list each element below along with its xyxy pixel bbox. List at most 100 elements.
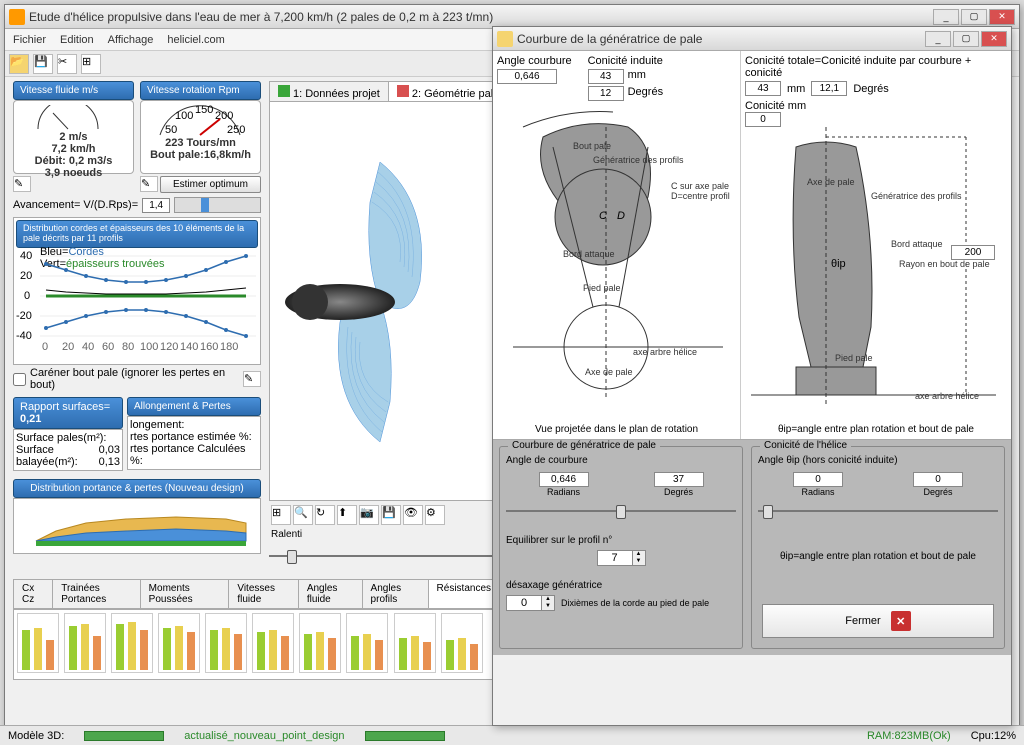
status-design: actualisé_nouveau_point_design xyxy=(184,730,344,742)
dlg-min-button[interactable]: _ xyxy=(925,31,951,47)
vt-7[interactable]: 👁 xyxy=(403,505,423,525)
progress-design xyxy=(365,731,445,741)
gc-title: Courbure de génératrice de pale xyxy=(508,440,660,451)
vt-4[interactable]: ⬆ xyxy=(337,505,357,525)
d2-caption: θip=angle entre plan rotation et bout de… xyxy=(741,424,1011,435)
edit-rot-icon[interactable]: ✎ xyxy=(140,176,158,192)
advance-slider[interactable] xyxy=(174,197,261,213)
gc-desax-u: Dixièmes de la corde au pied de pale xyxy=(561,598,709,608)
vt-5[interactable]: 📷 xyxy=(359,505,379,525)
btab-1[interactable]: Trainées Portances xyxy=(52,579,140,608)
close-label: Fermer xyxy=(845,615,880,627)
fluid-gauge: 2 m/s 7,2 km/h Débit: 0,2 m3/s 3,9 noeud… xyxy=(13,100,134,174)
btab-2[interactable]: Moments Poussées xyxy=(140,579,230,608)
fluid-l2: 7,2 km/h xyxy=(18,143,129,155)
mini-2 xyxy=(111,613,153,673)
mm-u: mm xyxy=(628,69,646,84)
vt-6[interactable]: 💾 xyxy=(381,505,401,525)
d1-pied: Pied pale xyxy=(583,283,621,293)
tab-geometrie[interactable]: 2: Géométrie pale xyxy=(388,81,508,103)
dlg-max-button[interactable]: ▢ xyxy=(953,31,979,47)
save-icon[interactable]: 💾 xyxy=(33,54,53,74)
surf-v2: 0,13 xyxy=(99,456,120,468)
allong-r1: longement: xyxy=(130,419,258,431)
svg-text:0: 0 xyxy=(42,341,48,353)
vt-3[interactable]: ↻ xyxy=(315,505,335,525)
close-x-icon: ✕ xyxy=(891,611,911,631)
optimum-button[interactable]: Estimer optimum xyxy=(160,176,261,193)
gc-deg[interactable]: 37 xyxy=(654,472,704,487)
main-title: Etude d'hélice propulsive dans l'eau de … xyxy=(29,10,933,24)
menu-heliciel[interactable]: heliciel.com xyxy=(167,34,224,46)
btab-4[interactable]: Angles fluide xyxy=(298,579,363,608)
d1-gen: Génératrice des profils xyxy=(593,155,684,165)
menu-affichage[interactable]: Affichage xyxy=(108,34,154,46)
mini-6 xyxy=(299,613,341,673)
chord-title: Distribution cordes et épaisseurs des 10… xyxy=(16,220,258,248)
svg-text:150: 150 xyxy=(195,105,213,116)
rot-gauge: 50100150200250 223 Tours/mn Bout pale:16… xyxy=(140,100,261,174)
angle-value: 0,646 xyxy=(497,69,557,84)
menu-fichier[interactable]: Fichier xyxy=(13,34,46,46)
dialog-titlebar: Courbure de la génératrice de pale _ ▢ ✕ xyxy=(493,27,1011,51)
vt-1[interactable]: ⊞ xyxy=(271,505,291,525)
btab-3[interactable]: Vitesses fluide xyxy=(228,579,298,608)
diagram-right: Conicité totale=Conicité induite par cou… xyxy=(741,51,1011,439)
tool-icon[interactable]: ✂ xyxy=(57,54,77,74)
carener-checkbox[interactable] xyxy=(13,373,26,386)
svg-text:120: 120 xyxy=(160,341,178,353)
allong-r3: rtes portance Calculées %: xyxy=(130,443,258,467)
gn-note: θip=angle entre plan rotation et bout de… xyxy=(758,551,998,562)
tool2-icon[interactable]: ⊞ xyxy=(81,54,101,74)
deg-u2: Degrés xyxy=(853,83,888,95)
speed-slider[interactable] xyxy=(269,546,499,566)
menu-edition[interactable]: Edition xyxy=(60,34,94,46)
gn-deg[interactable]: 0 xyxy=(913,472,963,487)
mini-4 xyxy=(205,613,247,673)
open-icon[interactable]: 📂 xyxy=(9,54,29,74)
close-dialog-button[interactable]: Fermer ✕ xyxy=(762,604,994,638)
con-ind-label: Conicité induite xyxy=(588,55,663,67)
curve-slider[interactable] xyxy=(506,501,736,521)
btab-5[interactable]: Angles profils xyxy=(362,579,429,608)
svg-text:C: C xyxy=(599,210,607,222)
angle-label: Angle courbure xyxy=(497,55,572,67)
gc-eq: Equilibrer sur le profil n° xyxy=(506,535,736,546)
tab-donnees[interactable]: 1: Données projet xyxy=(269,81,389,103)
desax-stepper[interactable]: ▲▼ xyxy=(506,595,555,611)
surf-r2: Surface balayée(m²): xyxy=(16,444,78,468)
dlg-close-button[interactable]: ✕ xyxy=(981,31,1007,47)
profile-value[interactable] xyxy=(597,550,633,566)
btab-0[interactable]: Cx Cz xyxy=(13,579,53,608)
fluid-l3: Débit: 0,2 m3/s xyxy=(18,155,129,167)
desax-value[interactable] xyxy=(506,595,542,611)
allong-r2: rtes portance estimée %: xyxy=(130,431,258,443)
ralenti-label: Ralenti xyxy=(269,527,499,542)
viewport-3d[interactable] xyxy=(269,101,499,501)
maximize-button[interactable]: ▢ xyxy=(961,9,987,25)
gn-rad[interactable]: 0 xyxy=(793,472,843,487)
profile-stepper[interactable]: ▲▼ xyxy=(597,550,646,566)
minimize-button[interactable]: _ xyxy=(933,9,959,25)
con-slider[interactable] xyxy=(758,501,998,521)
dist-svg xyxy=(16,501,256,555)
bottom-tabs: Cx Cz Trainées Portances Moments Poussée… xyxy=(13,579,499,680)
vt-8[interactable]: ⚙ xyxy=(425,505,445,525)
vt-2[interactable]: 🔍 xyxy=(293,505,313,525)
d2-axe: Axe de pale xyxy=(807,177,855,187)
mini-charts xyxy=(13,609,499,680)
svg-text:40: 40 xyxy=(82,341,94,353)
gc-rad[interactable]: 0,646 xyxy=(539,472,589,487)
d2-pied: Pied pale xyxy=(835,353,873,363)
dialog-controls: Courbure de génératrice de pale Angle de… xyxy=(493,440,1011,655)
svg-text:160: 160 xyxy=(200,341,218,353)
left-column: Vitesse fluide m/s 2 m/s 7,2 km/h Débit:… xyxy=(13,81,261,554)
btab-6[interactable]: Résistances xyxy=(428,579,500,608)
edit-chord-icon[interactable]: ✎ xyxy=(243,371,261,387)
diagram-left: Angle courbure 0,646 Conicité induite 43… xyxy=(493,51,741,439)
edit-fluid-icon[interactable]: ✎ xyxy=(13,176,31,192)
svg-text:180: 180 xyxy=(220,341,238,353)
d2-rayon-val: 200 xyxy=(951,245,995,260)
close-button[interactable]: ✕ xyxy=(989,9,1015,25)
statusbar: Modèle 3D: actualisé_nouveau_point_desig… xyxy=(0,725,1024,745)
